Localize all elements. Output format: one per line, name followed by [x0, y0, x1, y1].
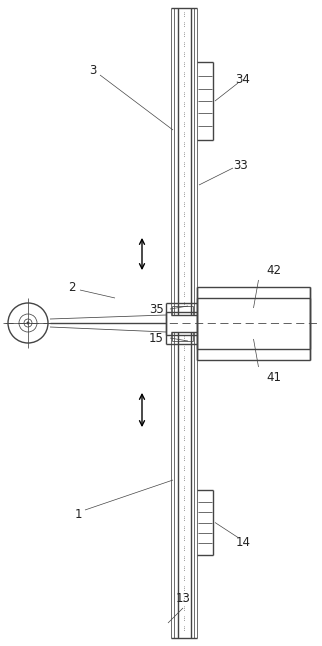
- Text: 34: 34: [236, 72, 251, 85]
- Text: 14: 14: [235, 536, 251, 549]
- Text: 15: 15: [149, 331, 164, 344]
- Text: 33: 33: [234, 158, 248, 171]
- Text: 42: 42: [266, 264, 281, 276]
- Text: 3: 3: [89, 63, 97, 76]
- Circle shape: [26, 322, 30, 324]
- Text: 41: 41: [266, 371, 281, 384]
- Text: 1: 1: [74, 508, 82, 521]
- Text: 35: 35: [149, 302, 164, 315]
- Text: 2: 2: [68, 280, 76, 293]
- Text: 13: 13: [175, 592, 190, 605]
